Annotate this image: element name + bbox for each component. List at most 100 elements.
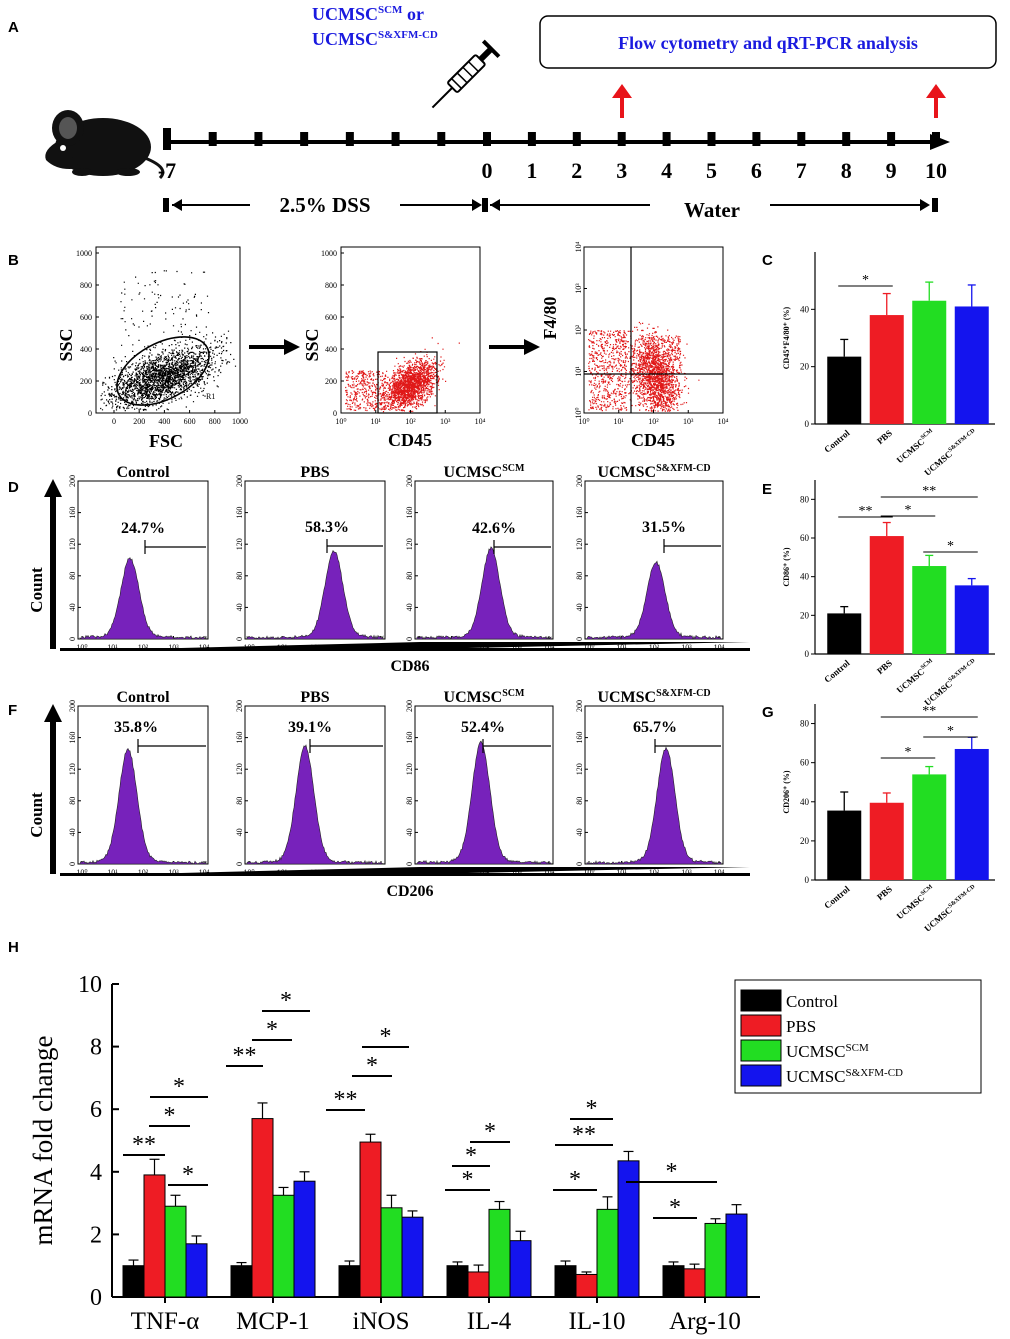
y-tick-label: 160 (68, 732, 77, 744)
x-tick-label: 10¹ (277, 868, 288, 877)
treatment-label-line2: UCMSCS&XFM-CD (312, 29, 438, 49)
intensity-base (60, 648, 750, 651)
day-label: -7 (158, 158, 176, 183)
y-tick-label: 2 (90, 1222, 102, 1248)
category-label: UCMSCSCM (895, 428, 937, 466)
y-tick-label: 80 (575, 572, 584, 580)
y-tick-label: 120 (235, 538, 244, 550)
analysis-box (539, 15, 997, 69)
histogram-title: Control (116, 689, 170, 706)
gate-percentage: 42.6% (472, 520, 516, 537)
x-tick-label: 10¹ (614, 417, 625, 426)
x-tick-label: 10³ (343, 868, 354, 877)
y-tick-label: 0 (333, 409, 337, 418)
x-tick-label: 10⁰ (413, 868, 424, 877)
count-arrowhead (44, 479, 62, 497)
treatment-label-line1: UCMSCSCM or (312, 4, 424, 24)
histogram-plot: 0 40 80 120 160 200 10⁰ 10¹ 10² 10³ 10⁴ Control 35.8… (68, 689, 210, 877)
x-tick-label: 10⁰ (243, 643, 254, 652)
bar (869, 536, 904, 654)
gate-percentage: 58.3% (305, 519, 349, 536)
y-tick-label: 80 (68, 797, 77, 805)
x-tick-label: 10⁰ (243, 868, 254, 877)
timeline-tick (707, 132, 716, 146)
y-tick-label: 20 (800, 610, 810, 620)
significance-label: ** (132, 1132, 156, 1158)
y-tick-label: 80 (235, 797, 244, 805)
histogram-title: Control (116, 464, 170, 481)
category-label: Arg-10 (669, 1308, 741, 1335)
histogram-title: UCMSCS&XFM-CD (597, 463, 710, 481)
significance-label: * (462, 1167, 474, 1193)
histogram-plot: 0 40 80 120 160 200 10⁰ 10¹ 10² 10³ 10⁴ PBS 58.3% (235, 464, 387, 652)
y-tick-label: 80 (405, 797, 414, 805)
timeline-tick (254, 132, 263, 146)
category-label: PBS (875, 658, 894, 676)
y-tick-label: 40 (235, 603, 244, 611)
histogram-plot: 0 40 80 120 160 200 10⁰ 10¹ 10² 10³ 10⁴ UCMSCS&XFM-… (575, 688, 725, 877)
histogram-peak (586, 746, 722, 865)
y-tick-label: 10³ (574, 283, 583, 294)
bar (359, 1141, 382, 1298)
bar (827, 810, 862, 880)
histogram-title: PBS (300, 689, 329, 706)
yticks-plot2: 0 200 400 600 800 1000 (321, 249, 344, 418)
histogram-row-d: Count CD86 0 40 80 120 160 200 10⁰ 10¹ 10² 10³ 10⁴ Co… (27, 463, 750, 675)
x-tick-label: 10¹ (446, 643, 457, 652)
histogram-title: PBS (300, 464, 329, 481)
significance-label: * (862, 273, 869, 288)
y-tick-label: 10 (78, 972, 102, 998)
yticks-plot1: 0 200 400 600 800 1000 (76, 249, 99, 418)
y-tick-label: 160 (235, 732, 244, 744)
y-tick-label: 10¹ (574, 366, 583, 377)
significance-label: * (173, 1074, 185, 1100)
syringe-icon (431, 39, 501, 109)
y-tick-label: 160 (405, 732, 414, 744)
significance-label: * (182, 1162, 194, 1188)
x-tick-label: 10² (310, 643, 321, 652)
x-tick-label: 10³ (683, 417, 694, 426)
histogram-peak (246, 550, 384, 640)
ylabel-ssc-2: SSC (302, 328, 322, 361)
bar (827, 356, 862, 424)
y-tick-label: 1000 (76, 249, 92, 258)
y-tick-label: 0 (235, 637, 244, 641)
analysis-arrow-day3 (612, 84, 632, 118)
bar (251, 1118, 274, 1298)
bar (230, 1265, 253, 1298)
significance-label: ** (572, 1122, 596, 1148)
flow-arrow-1 (249, 339, 300, 355)
category-label: MCP-1 (236, 1308, 310, 1335)
x-tick-label: 10³ (168, 643, 179, 652)
y-tick-label: 80 (800, 494, 810, 504)
y-tick-label: 80 (405, 572, 414, 580)
bar (401, 1216, 424, 1298)
x-tick-label: 10⁴ (199, 643, 210, 652)
day-label: 10 (925, 158, 947, 183)
category-label: IL-4 (467, 1308, 512, 1335)
y-tick-label: 600 (325, 313, 337, 322)
timeline-tick (887, 132, 896, 146)
significance-label: * (380, 1024, 392, 1050)
category-label: UCMSCSCM (895, 658, 937, 696)
timeline-tick (300, 132, 309, 146)
x-tick-label: 10² (649, 868, 660, 877)
y-tick-label: 160 (68, 507, 77, 519)
x-tick-label: 1000 (232, 417, 248, 426)
x-tick-label: 10⁰ (578, 417, 589, 426)
category-label: UCMSCSCM (895, 884, 937, 922)
timeline-tick (617, 132, 626, 146)
legend-swatch (740, 989, 782, 1012)
legend-swatch (740, 1064, 782, 1087)
x-tick-label: 800 (209, 417, 221, 426)
histogram-plot: 0 40 80 120 160 200 10⁰ 10¹ 10² 10³ 10⁴ UCMSCS&XFM-… (575, 463, 725, 652)
flow-arrow-2 (489, 339, 540, 355)
panel-label-f: F (8, 702, 17, 719)
x-tick-label: 0 (112, 417, 116, 426)
x-tick-label: 10² (649, 643, 660, 652)
y-tick-label: 80 (575, 797, 584, 805)
y-tick-label: 120 (68, 763, 77, 775)
x-tick-label: 10⁰ (413, 643, 424, 652)
